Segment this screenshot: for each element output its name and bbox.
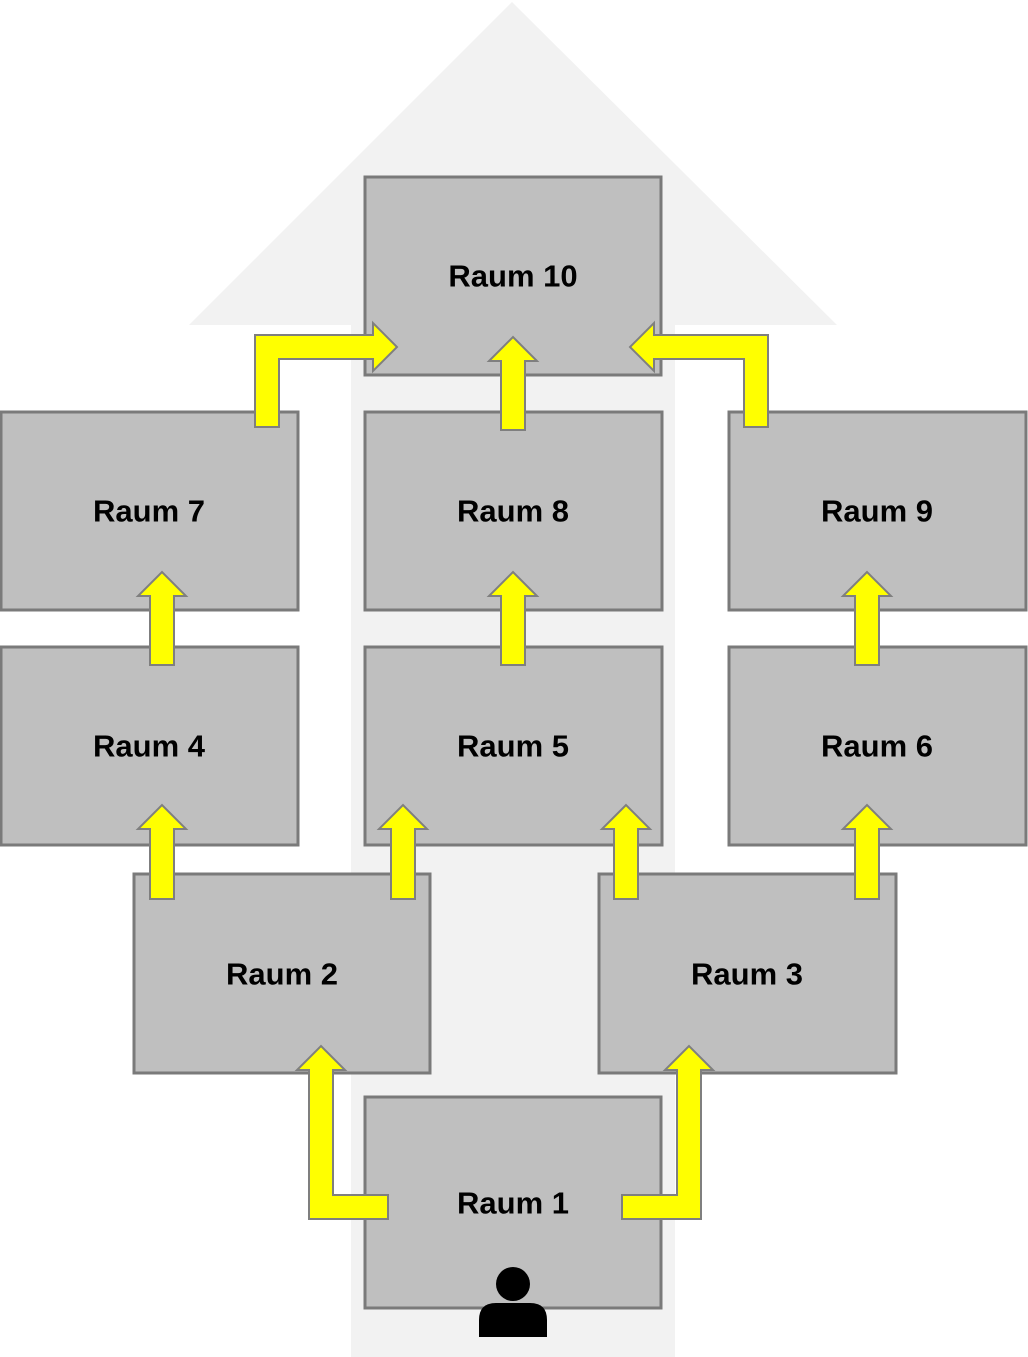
arrow-raum3-to-raum6 [840, 803, 894, 900]
room-raum-7: Raum 7 [0, 410, 300, 612]
room-label: Raum 2 [226, 957, 338, 992]
room-box [363, 645, 664, 847]
room-label: Raum 1 [457, 1186, 569, 1221]
arrow-raum7-to-raum10 [254, 320, 399, 428]
arrow-raum1-to-raum2 [294, 1044, 389, 1220]
arrow-raum5-to-raum8 [486, 570, 540, 666]
room-label: Raum 8 [457, 494, 569, 529]
room-box [0, 410, 300, 612]
room-raum-2: Raum 2 [132, 872, 432, 1075]
room-box [132, 872, 432, 1075]
room-label: Raum 7 [93, 494, 205, 529]
room-label: Raum 10 [448, 259, 577, 294]
room-raum-3: Raum 3 [597, 872, 898, 1075]
room-label: Raum 3 [691, 957, 803, 992]
room-label: Raum 4 [93, 729, 206, 764]
room-box [597, 872, 898, 1075]
arrow-raum3-to-raum5 [599, 803, 653, 900]
room-box [727, 410, 1028, 612]
arrow-raum1-to-raum3 [621, 1044, 716, 1220]
room-raum-5: Raum 5 [363, 645, 664, 847]
room-raum-4: Raum 4 [0, 645, 300, 847]
arrow-raum2-to-raum5 [376, 803, 430, 900]
arrow-raum9-to-raum10 [628, 320, 769, 428]
arrow-raum6-to-raum9 [840, 570, 894, 666]
arrow-raum2-to-raum4 [135, 803, 189, 900]
arrow-raum8-to-raum10 [486, 335, 540, 431]
room-label: Raum 9 [821, 494, 933, 529]
room-label: Raum 5 [457, 729, 569, 764]
person-icon [479, 1267, 547, 1337]
arrow-raum4-to-raum7 [135, 570, 189, 666]
room-raum-9: Raum 9 [727, 410, 1028, 612]
room-label: Raum 6 [821, 729, 933, 764]
